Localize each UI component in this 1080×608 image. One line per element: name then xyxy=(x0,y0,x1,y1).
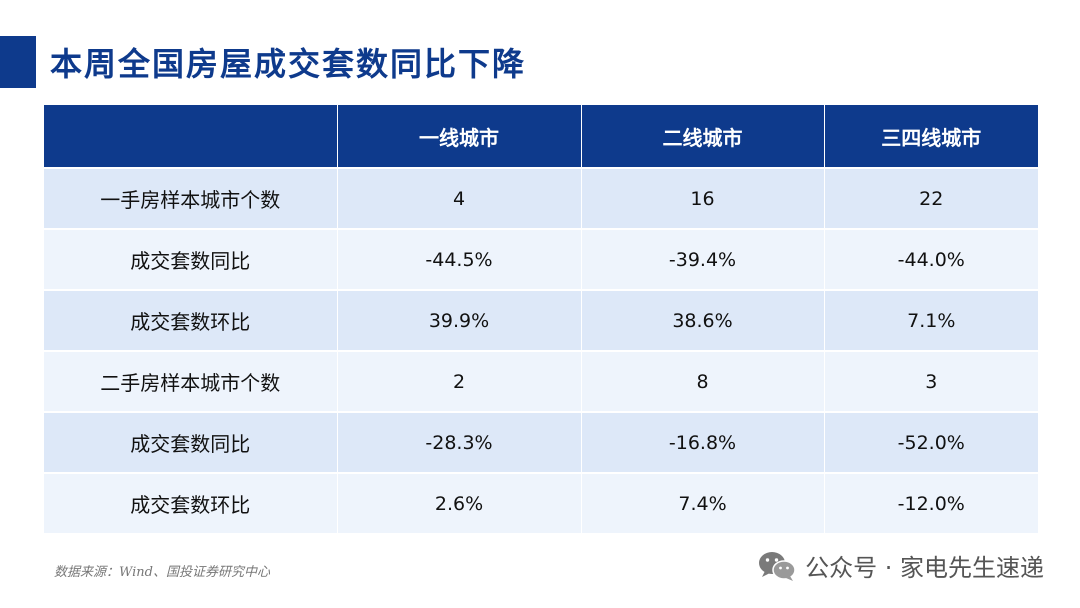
table-cell: -12.0% xyxy=(824,472,1038,533)
data-source-note: 数据来源：Wind、国投证券研究中心 xyxy=(54,565,270,580)
table-header-cell: 一线城市 xyxy=(337,105,582,168)
table-cell: 7.1% xyxy=(824,289,1038,351)
table-cell: -16.8% xyxy=(581,411,825,473)
table-cell: -52.0% xyxy=(824,411,1038,473)
table-cell: 3 xyxy=(824,350,1038,412)
table-row: 成交套数环比 39.9% 38.6% 7.1% xyxy=(44,289,1038,351)
row-label: 成交套数环比 xyxy=(44,472,338,533)
table-header-cell: 二线城市 xyxy=(581,105,825,168)
table-row: 成交套数同比 -44.5% -39.4% -44.0% xyxy=(44,228,1038,290)
table-cell: -28.3% xyxy=(337,411,582,473)
data-table-container: 一线城市 二线城市 三四线城市 一手房样本城市个数 4 16 22 成交套数同比… xyxy=(44,105,1038,533)
table-cell: -44.5% xyxy=(337,228,582,290)
table-cell: 8 xyxy=(581,350,825,412)
table-row: 成交套数同比 -28.3% -16.8% -52.0% xyxy=(44,411,1038,473)
table-cell: 7.4% xyxy=(581,472,825,533)
table-header-cell xyxy=(44,105,338,168)
row-label: 成交套数同比 xyxy=(44,228,338,290)
page-title: 本周全国房屋成交套数同比下降 xyxy=(50,45,527,83)
table-row: 一手房样本城市个数 4 16 22 xyxy=(44,167,1038,229)
table-cell: -39.4% xyxy=(581,228,825,290)
table-header-row: 一线城市 二线城市 三四线城市 xyxy=(44,105,1038,168)
table-row: 二手房样本城市个数 2 8 3 xyxy=(44,350,1038,412)
table-header-cell: 三四线城市 xyxy=(824,105,1038,168)
row-label: 一手房样本城市个数 xyxy=(44,167,338,229)
wechat-icon xyxy=(759,551,796,581)
table-row: 成交套数环比 2.6% 7.4% -12.0% xyxy=(44,472,1038,533)
row-label: 二手房样本城市个数 xyxy=(44,350,338,412)
table-cell: 38.6% xyxy=(581,289,825,351)
watermark-text: 公众号 · 家电先生速递 xyxy=(805,554,1044,582)
title-accent-bar xyxy=(0,36,36,88)
table-cell: 2 xyxy=(337,350,582,412)
table-cell: 2.6% xyxy=(337,472,582,533)
data-table: 一线城市 二线城市 三四线城市 一手房样本城市个数 4 16 22 成交套数同比… xyxy=(44,105,1038,533)
table-cell: 4 xyxy=(337,167,582,229)
row-label: 成交套数环比 xyxy=(44,289,338,351)
table-cell: 16 xyxy=(581,167,825,229)
row-label: 成交套数同比 xyxy=(44,411,338,473)
table-cell: 22 xyxy=(824,167,1038,229)
table-cell: -44.0% xyxy=(824,228,1038,290)
table-cell: 39.9% xyxy=(337,289,582,351)
watermark: 公众号 · 家电先生速递 xyxy=(757,548,1044,583)
